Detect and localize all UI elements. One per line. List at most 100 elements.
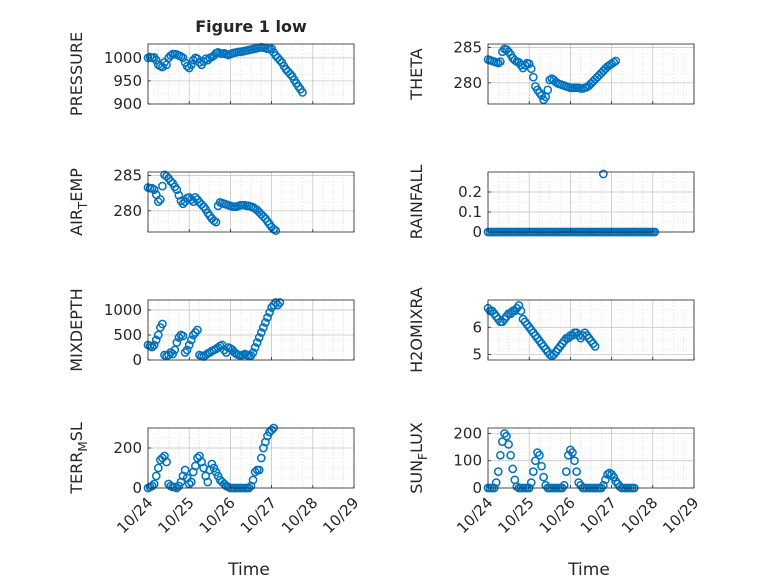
data-point xyxy=(147,481,157,491)
y-axis-label: PRESSURE xyxy=(67,32,86,116)
data-point xyxy=(170,345,180,355)
data-point xyxy=(193,325,202,335)
data-point xyxy=(248,348,258,357)
data-point xyxy=(609,58,619,67)
y-tick-label: 280 xyxy=(113,202,142,220)
data-point xyxy=(275,55,285,65)
data-point xyxy=(162,457,171,467)
axes-frame xyxy=(147,171,355,233)
data-point xyxy=(186,335,196,345)
y-axis-label-part: EMP xyxy=(67,168,86,202)
y-tick-label: 500 xyxy=(113,326,142,344)
data-point xyxy=(188,330,198,340)
data-point xyxy=(149,340,159,350)
data-point xyxy=(186,477,196,487)
y-tick-label: 900 xyxy=(113,95,142,113)
data-point xyxy=(147,183,157,193)
data-point xyxy=(514,301,524,310)
data-point xyxy=(191,461,200,471)
y-axis-label: SUNFLUX xyxy=(407,422,430,494)
y-tick-label: 0 xyxy=(472,479,482,497)
y-axis-label: THETA xyxy=(407,48,426,100)
axes-frame xyxy=(487,299,695,361)
data-point xyxy=(158,319,167,329)
x-axis-label: Time xyxy=(227,560,270,580)
y-axis-label-subscript: T xyxy=(76,201,90,210)
data-point xyxy=(493,58,503,68)
axes-frame xyxy=(147,299,355,361)
data-point xyxy=(271,298,281,307)
y-tick-label: 950 xyxy=(113,72,142,90)
data-point xyxy=(211,217,221,227)
y-tick-label: 0 xyxy=(132,479,142,497)
data-point xyxy=(180,465,190,475)
data-point xyxy=(186,195,196,204)
y-tick-label: 200 xyxy=(453,424,482,442)
y-tick-label: 200 xyxy=(113,439,142,457)
data-point xyxy=(568,448,577,457)
axes-frame xyxy=(487,427,695,489)
data-point xyxy=(178,199,188,209)
y-tick-label: 6 xyxy=(472,318,482,336)
subplot-6: 5 6 H2OMIXRA xyxy=(407,287,695,373)
x-axis-label: Time xyxy=(567,560,610,580)
data-point xyxy=(269,224,279,234)
y-tick-label: 285 xyxy=(113,167,142,185)
data-point xyxy=(561,467,571,476)
data-point xyxy=(164,350,173,360)
y-axis-label: RAINFALL xyxy=(407,165,426,240)
data-point xyxy=(543,85,553,95)
data-point xyxy=(531,456,540,466)
data-point xyxy=(174,190,184,200)
y-tick-label: 0 xyxy=(472,223,482,241)
data-point xyxy=(252,338,262,347)
y-axis-label-part: TERR xyxy=(67,452,86,495)
data-point xyxy=(510,55,520,65)
data-point xyxy=(285,69,295,79)
data-point xyxy=(178,53,188,63)
data-point xyxy=(188,197,198,206)
y-axis-label-subscript: F xyxy=(416,453,430,460)
data-point xyxy=(209,216,219,226)
data-point xyxy=(535,450,544,460)
data-point xyxy=(609,472,619,482)
y-axis-label: TERRMSL xyxy=(67,422,90,495)
data-point xyxy=(195,58,204,67)
data-point xyxy=(259,323,268,332)
axes-frame xyxy=(487,43,695,105)
data-point xyxy=(153,197,163,206)
data-point xyxy=(256,328,266,337)
subplot-1: 900 950 1000 PRESSURE Figure 1 low xyxy=(67,17,355,116)
y-axis-label: AIRTEMP xyxy=(67,168,90,236)
data-point xyxy=(261,318,270,327)
data-point xyxy=(506,450,516,460)
y-tick-label: 0 xyxy=(132,351,142,369)
data-point xyxy=(172,185,182,194)
data-point xyxy=(156,195,165,204)
data-point xyxy=(166,176,176,186)
y-axis-label-part: LUX xyxy=(407,422,426,453)
data-point xyxy=(151,55,161,65)
chart-title: Figure 1 low xyxy=(195,17,307,36)
data-point xyxy=(153,330,163,340)
data-point xyxy=(250,343,260,352)
data-point xyxy=(151,471,161,481)
data-point xyxy=(537,461,546,471)
subplot-2: 280 285 THETA xyxy=(407,39,695,105)
data-point xyxy=(158,181,167,191)
data-point xyxy=(524,59,534,69)
data-point xyxy=(539,472,548,482)
y-tick-label: 280 xyxy=(453,74,482,92)
data-point xyxy=(559,480,569,490)
data-point xyxy=(537,91,546,100)
data-point xyxy=(504,440,513,449)
data-point xyxy=(267,425,276,435)
data-point xyxy=(153,463,163,473)
axes-frame xyxy=(147,43,355,105)
data-point xyxy=(528,467,538,476)
data-point xyxy=(203,477,213,487)
data-point xyxy=(178,331,188,341)
y-tick-label: 285 xyxy=(453,39,482,57)
data-point xyxy=(516,306,526,316)
